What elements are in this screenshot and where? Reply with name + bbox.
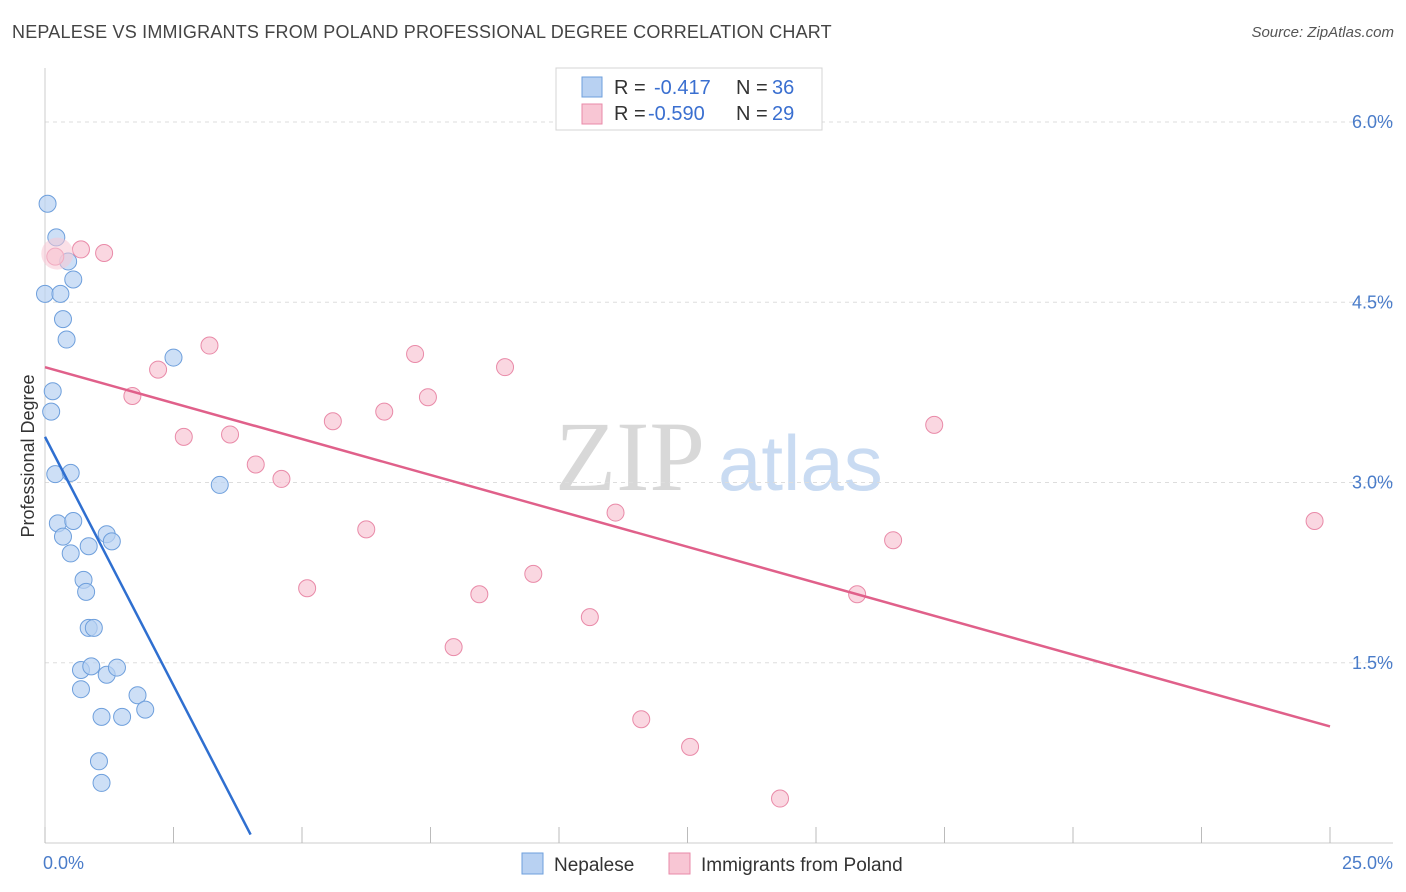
data-point (64, 511, 83, 530)
data-point (64, 270, 83, 289)
legend-n-label-2: N = (736, 103, 768, 125)
data-point (174, 427, 193, 446)
legend-swatch-poland (581, 103, 603, 125)
data-point (375, 402, 394, 421)
legend-r-value-2: -0.590 (648, 103, 705, 125)
data-point (107, 658, 126, 677)
legend-r-value-1: -0.417 (654, 77, 711, 99)
chart-title: NEPALESE VS IMMIGRANTS FROM POLAND PROFE… (12, 22, 832, 42)
data-point (79, 537, 98, 556)
axes (44, 68, 1393, 844)
legend-bottom: Nepalese Immigrants from Poland (521, 852, 903, 876)
data-point (92, 707, 111, 726)
legend-r-label-1: R = (614, 77, 646, 99)
trend-line-poland (44, 365, 1331, 728)
legend-n-value-2: 29 (772, 103, 794, 125)
data-point (606, 503, 625, 522)
y-tick-labels: 1.5% 3.0% 4.5% 6.0% (1352, 112, 1393, 673)
trend-lines (43, 365, 1331, 836)
data-point (406, 344, 425, 363)
data-point (884, 531, 903, 550)
data-point (71, 240, 90, 259)
watermark-zip: ZIP (555, 401, 705, 512)
legend-bottom-swatch-poland (668, 852, 691, 875)
data-point (43, 382, 62, 401)
data-point (272, 469, 291, 488)
data-point (444, 638, 463, 657)
watermark-atlas: atlas (718, 419, 883, 507)
data-point (77, 582, 96, 601)
data-point (925, 415, 944, 434)
data-point (580, 608, 599, 627)
data-point (524, 564, 543, 583)
data-point-halo (41, 237, 74, 270)
y-tick-label: 4.5% (1352, 292, 1393, 312)
data-point (1305, 511, 1324, 530)
data-point (221, 425, 240, 444)
data-point (53, 310, 72, 329)
x-tick-label-max: 25.0% (1342, 853, 1393, 873)
y-tick-label: 1.5% (1352, 653, 1393, 673)
data-point (92, 773, 111, 792)
data-point (200, 336, 219, 355)
data-point (357, 520, 376, 539)
y-tick-label: 3.0% (1352, 473, 1393, 493)
data-point (246, 455, 265, 474)
legend-bottom-label-poland: Immigrants from Poland (701, 855, 903, 876)
data-point (681, 737, 700, 756)
data-point (113, 707, 132, 726)
legend-n-label-1: N = (736, 77, 768, 99)
legend-swatch-nepalese (581, 76, 603, 98)
data-point (632, 710, 651, 729)
grid-lines (45, 121, 1393, 664)
legend-bottom-label-nepalese: Nepalese (554, 855, 634, 876)
data-point (102, 532, 121, 551)
trend-line-nepalese (43, 436, 252, 836)
data-point (418, 388, 437, 407)
data-point (136, 700, 155, 719)
data-point (57, 330, 76, 349)
data-point (323, 412, 342, 431)
data-point (298, 579, 317, 598)
chart-source: Source: ZipAtlas.com (1251, 24, 1394, 41)
data-point (149, 360, 168, 379)
legend-n-value-1: 36 (772, 77, 794, 99)
data-point (82, 657, 101, 676)
data-point (84, 618, 103, 637)
data-point (61, 544, 80, 563)
data-point (164, 348, 183, 367)
series-nepalese (36, 194, 229, 792)
data-point (470, 585, 489, 604)
series-poland (41, 237, 1324, 808)
data-point (42, 402, 61, 421)
data-point (496, 358, 515, 377)
data-point (128, 686, 147, 705)
data-point (95, 244, 114, 263)
data-point (771, 789, 790, 808)
y-tick-label: 6.0% (1352, 112, 1393, 132)
data-point (89, 752, 108, 771)
x-tick-label-min: 0.0% (43, 853, 84, 873)
data-point (53, 527, 72, 546)
legend-top: R = -0.417 N = 36 R = -0.590 N = 29 (555, 67, 823, 131)
data-point (36, 284, 54, 303)
legend-bottom-swatch-nepalese (521, 852, 544, 875)
legend-r-label-2: R = (614, 103, 646, 125)
data-point (51, 284, 70, 303)
data-point (71, 680, 90, 699)
data-point (38, 194, 57, 213)
data-point (210, 475, 229, 494)
y-axis-label: Professional Degree (18, 374, 38, 537)
